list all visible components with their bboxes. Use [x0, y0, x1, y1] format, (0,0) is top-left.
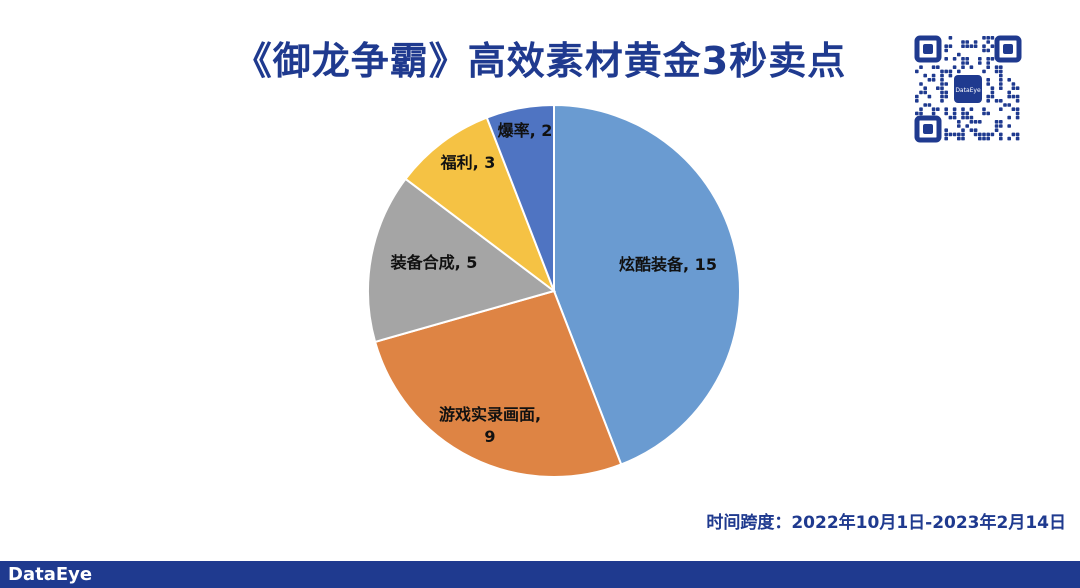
slice-label-5: 爆率, 2: [498, 121, 553, 140]
qr-badge-text: DataEye: [955, 87, 981, 94]
brand-logo: DataEye: [8, 564, 93, 585]
slice-label-3: 装备合成, 5: [390, 253, 478, 272]
slice-label-2: 游戏实录画面, 9: [439, 405, 541, 446]
footer-bar: DataEye: [0, 561, 1080, 588]
pie-slice-4: [404, 116, 557, 294]
pie-slice-3: [367, 177, 557, 344]
pie-slice-1: [553, 103, 741, 466]
slice-label-1: 炫酷装备, 15: [619, 255, 717, 274]
qr-code-icon: DataEye: [913, 34, 1023, 144]
page-title: 《御龙争霸》高效素材黄金3秒卖点: [233, 39, 847, 83]
date-range: 时间跨度：2022年10月1日-2023年2月14日: [706, 513, 1066, 533]
pie-slice-5: [485, 103, 555, 292]
pie-slice-2: [373, 289, 623, 478]
slice-label-4: 福利, 3: [440, 153, 496, 172]
